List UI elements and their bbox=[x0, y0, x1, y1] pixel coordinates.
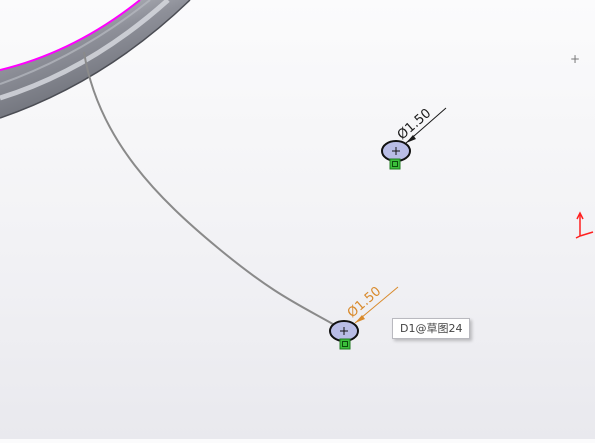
sketch-spline[interactable] bbox=[83, 51, 341, 329]
center-point-icon bbox=[340, 327, 348, 335]
sketch-circle-upper[interactable] bbox=[381, 140, 411, 162]
center-point-icon bbox=[392, 147, 400, 155]
crosshair-cursor: + bbox=[570, 52, 580, 66]
dimension-tooltip: D1@草图24 bbox=[392, 318, 471, 339]
dimension-upper[interactable]: Ø1.50 bbox=[395, 106, 447, 144]
origin-triad-icon bbox=[575, 211, 594, 239]
dimension-lower[interactable]: Ø1.50 bbox=[345, 284, 399, 324]
sketch-relation-icon[interactable] bbox=[339, 338, 351, 350]
model-shell-edge[interactable] bbox=[0, 0, 191, 119]
sketch-circle-lower[interactable] bbox=[329, 320, 359, 342]
sketch-relation-icon[interactable] bbox=[389, 158, 401, 170]
